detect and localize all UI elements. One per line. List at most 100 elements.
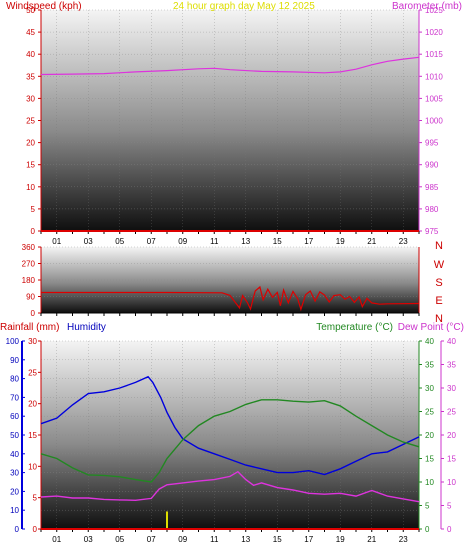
dewpoint-tick-40: 40	[447, 337, 456, 346]
x-tick-label-17: 17	[304, 237, 313, 246]
x-tick-label-15: 15	[273, 535, 282, 544]
windspeed-tick-25: 25	[26, 117, 35, 126]
temperature-tick-0: 0	[425, 525, 430, 534]
humidity-tick-70: 70	[10, 393, 19, 402]
barometer-tick-1000: 1000	[425, 117, 443, 126]
barometer-tick-1025: 1025	[425, 6, 443, 15]
windspeed-tick-0: 0	[31, 227, 36, 236]
x-tick-label-07: 07	[147, 535, 156, 544]
humidity-tick-90: 90	[10, 356, 19, 365]
x-tick-label-11: 11	[210, 535, 219, 544]
barometer-tick-995: 995	[425, 139, 439, 148]
direction-label-w-1: W	[434, 259, 445, 271]
direction-label-n-0: N	[435, 240, 443, 252]
humidity-tick-60: 60	[10, 412, 19, 421]
dewpoint-tick-15: 15	[447, 455, 456, 464]
windspeed-tick-15: 15	[26, 161, 35, 170]
x-tick-label-11: 11	[210, 237, 219, 246]
windspeed-tick-30: 30	[26, 94, 35, 103]
chart-title: 24 hour graph day May 12 2025	[173, 1, 315, 12]
humidity-tick-10: 10	[10, 506, 19, 515]
direction-tick-90: 90	[26, 293, 35, 302]
windspeed-tick-45: 45	[26, 28, 35, 37]
barometer-series-line	[40, 56, 420, 76]
barometer-tick-980: 980	[425, 205, 439, 214]
x-tick-label-09: 09	[178, 535, 187, 544]
dewpoint-axis-label: Dew Point (°C)	[398, 322, 464, 333]
direction-label-e-3: E	[435, 295, 442, 307]
x-tick-label-01: 01	[52, 535, 61, 544]
dewpoint-tick-25: 25	[447, 408, 456, 417]
windspeed-tick-35: 35	[26, 72, 35, 81]
windspeed-tick-10: 10	[26, 183, 35, 192]
humidity-tick-40: 40	[10, 450, 19, 459]
humidity-tick-100: 100	[6, 337, 20, 346]
windspeed-tick-40: 40	[26, 50, 35, 59]
windspeed-tick-5: 5	[31, 205, 36, 214]
x-tick-label-03: 03	[84, 237, 93, 246]
dewpoint-tick-10: 10	[447, 478, 456, 487]
windspeed-tick-50: 50	[26, 6, 35, 15]
temperature-tick-10: 10	[425, 478, 434, 487]
barometer-tick-985: 985	[425, 183, 439, 192]
x-tick-label-05: 05	[115, 535, 124, 544]
x-tick-label-23: 23	[399, 237, 408, 246]
barometer-tick-1005: 1005	[425, 94, 443, 103]
direction-tick-270: 270	[22, 260, 36, 269]
humidity-tick-0: 0	[15, 525, 20, 534]
x-tick-label-19: 19	[336, 237, 345, 246]
x-tick-label-15: 15	[273, 237, 282, 246]
windspeed-axis-label: Windspeed (kph)	[6, 1, 82, 12]
rainfall-tick-30: 30	[28, 337, 37, 346]
rainfall-tick-25: 25	[28, 368, 37, 377]
direction-label-s-2: S	[435, 277, 442, 289]
barometer-tick-1020: 1020	[425, 28, 443, 37]
barometer-tick-990: 990	[425, 161, 439, 170]
direction-tick-180: 180	[22, 276, 36, 285]
x-tick-label-21: 21	[367, 535, 376, 544]
x-tick-label-01: 01	[52, 237, 61, 246]
barometer-tick-1010: 1010	[425, 72, 443, 81]
rainfall-tick-20: 20	[28, 400, 37, 409]
dewpoint-series-line	[40, 470, 420, 503]
barometer-tick-1015: 1015	[425, 50, 443, 59]
humidity-tick-30: 30	[10, 469, 19, 478]
humidity-series-line	[40, 375, 420, 476]
x-tick-label-07: 07	[147, 237, 156, 246]
humidity-tick-20: 20	[10, 487, 19, 496]
rainfall-tick-15: 15	[28, 431, 37, 440]
dewpoint-tick-35: 35	[447, 361, 456, 370]
barometer-axis-label: Barometer (mb)	[392, 1, 462, 12]
x-tick-label-05: 05	[115, 237, 124, 246]
rainfall-tick-10: 10	[28, 462, 37, 471]
temperature-tick-35: 35	[425, 361, 434, 370]
x-tick-label-19: 19	[336, 535, 345, 544]
dewpoint-tick-0: 0	[447, 525, 452, 534]
rainfall-tick-0: 0	[33, 525, 38, 534]
temperature-tick-20: 20	[425, 431, 434, 440]
rainfall-axis-label: Rainfall (mm)	[0, 322, 59, 333]
x-tick-label-13: 13	[241, 237, 250, 246]
dewpoint-tick-30: 30	[447, 384, 456, 393]
dewpoint-tick-20: 20	[447, 431, 456, 440]
x-tick-label-23: 23	[399, 535, 408, 544]
direction-tick-360: 360	[22, 243, 36, 252]
temperature-series-line	[40, 399, 420, 483]
x-tick-label-03: 03	[84, 535, 93, 544]
temperature-tick-30: 30	[425, 384, 434, 393]
rainfall-bar-0	[166, 511, 168, 529]
temperature-tick-40: 40	[425, 337, 434, 346]
temperature-tick-25: 25	[425, 408, 434, 417]
wind-direction-series-line	[41, 285, 420, 312]
rainfall-tick-5: 5	[33, 494, 38, 503]
x-tick-label-17: 17	[304, 535, 313, 544]
dewpoint-tick-5: 5	[447, 502, 452, 511]
humidity-tick-50: 50	[10, 431, 19, 440]
temperature-tick-5: 5	[425, 502, 430, 511]
humidity-axis-label: Humidity	[67, 322, 106, 333]
windspeed-tick-20: 20	[26, 139, 35, 148]
barometer-tick-975: 975	[425, 227, 439, 236]
temperature-tick-15: 15	[425, 455, 434, 464]
x-tick-label-21: 21	[367, 237, 376, 246]
